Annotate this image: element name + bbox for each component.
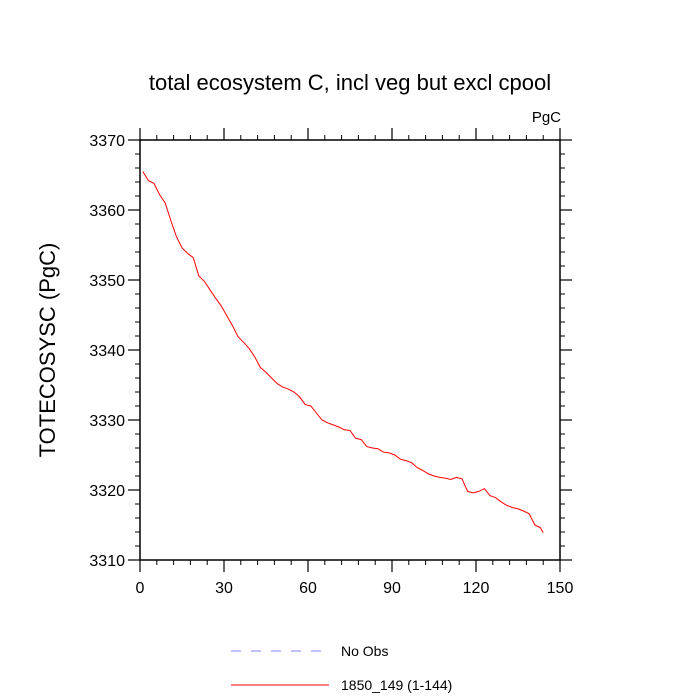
y-tick-labels: 3310 3320 3330 3340 3350 3360 3370 [89,133,125,570]
plot-frame [139,139,561,561]
y-axis-label: TOTECOSYSC (PgC) [35,243,60,458]
x-tick-label: 120 [463,580,490,597]
y-tick-label: 3330 [89,413,125,430]
x-tick-label: 60 [299,580,317,597]
legend: No Obs 1850_149 (1-144) [231,643,452,693]
units-label: PgC [532,109,561,126]
legend-label-1850-149: 1850_149 (1-144) [341,677,452,693]
y-tick-label: 3370 [89,133,125,150]
x-tick-label: 90 [383,580,401,597]
y-tick-label: 3340 [89,343,125,360]
series-line-1850-149 [142,171,544,533]
y-tick-label: 3320 [89,483,125,500]
y-tick-label: 3360 [89,203,125,220]
plot-area: 0 30 60 90 120 150 33103320333033403350336033… [89,128,573,597]
axis-ticks [128,128,572,572]
x-tick-label: 0 [136,580,145,597]
y-tick-label: 3310 [89,553,125,570]
x-tick-label: 150 [547,580,574,597]
legend-label-no-obs: No Obs [341,643,388,659]
chart-title: total ecosystem C, incl veg but excl cpo… [149,70,551,95]
y-tick-label: 3350 [89,273,125,290]
x-tick-label: 30 [215,580,233,597]
x-tick-labels: 0 30 60 90 120 150 [136,580,574,597]
